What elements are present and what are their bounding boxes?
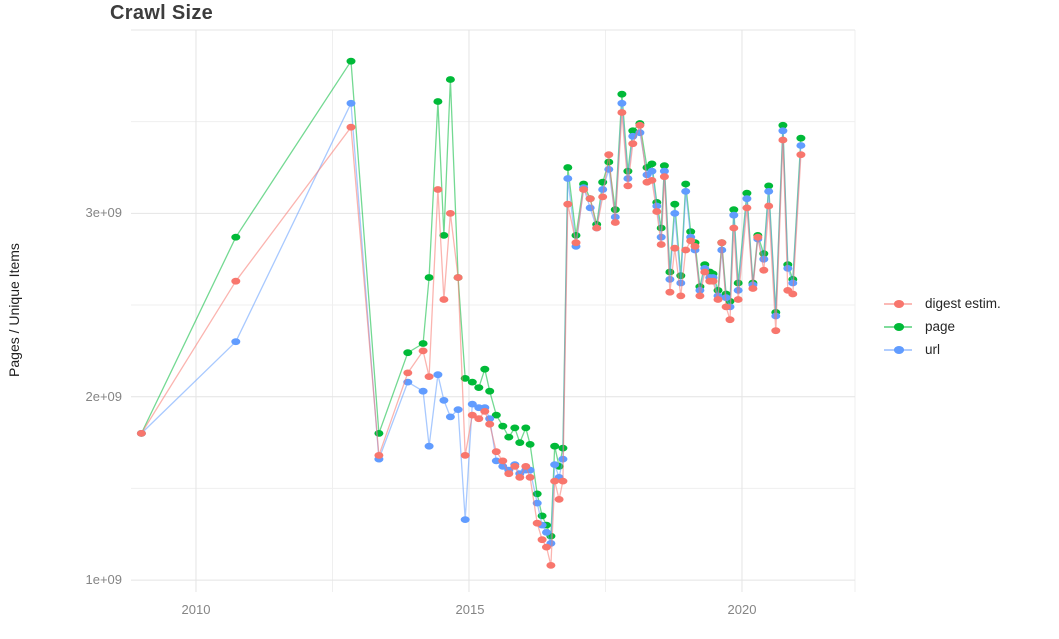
legend-label: url [925, 342, 941, 357]
y-axis-tick-label: 2e+09 [85, 389, 122, 404]
y-axis-title: Pages / Unique Items [6, 243, 22, 377]
legend: digest estim. page url [884, 292, 1001, 361]
legend-label: page [925, 319, 956, 334]
x-axis-tick-label: 2010 [181, 602, 211, 617]
chart-title: Crawl Size [110, 2, 214, 24]
y-axis-tick-label: 3e+09 [85, 205, 122, 220]
legend-key-line-dot-icon [884, 342, 912, 357]
legend-key-line-dot-icon [884, 296, 912, 311]
legend-label: digest estim. [925, 296, 1001, 311]
y-axis-tick-label: 1e+09 [85, 572, 122, 587]
x-axis-tick-label: 2020 [727, 602, 757, 617]
legend-item-digest: digest estim. [884, 292, 1001, 315]
x-axis-tick-label: 2015 [455, 602, 485, 617]
legend-item-page: page [884, 315, 1001, 338]
legend-key-line-dot-icon [884, 319, 912, 334]
legend-item-url: url [884, 338, 1001, 361]
